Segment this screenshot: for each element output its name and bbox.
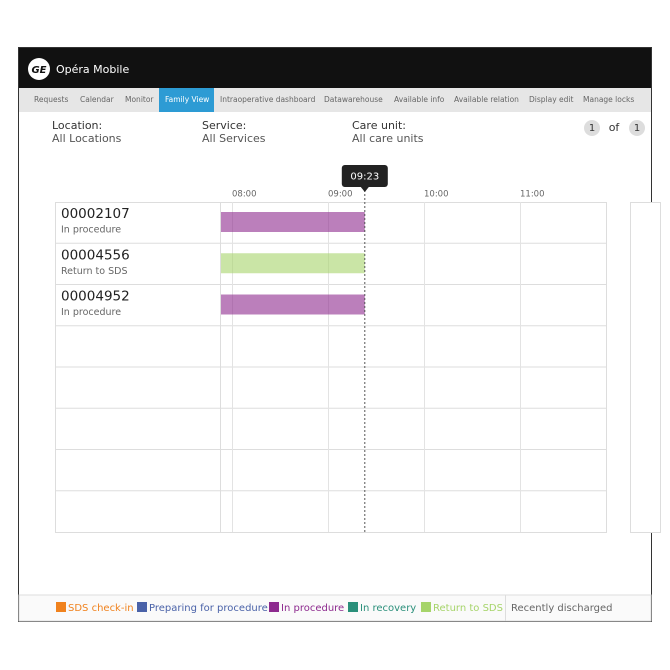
pager-badge: [629, 120, 645, 136]
recently-discharged[interactable]: Recently discharged: [511, 603, 613, 614]
logo-text: GE: [31, 65, 46, 76]
filter-value[interactable]: All Locations: [52, 132, 122, 145]
current-time: 09:23: [350, 172, 379, 183]
patient-status: In procedure: [61, 307, 121, 318]
nav-tab[interactable]: Monitor: [125, 95, 154, 104]
hour-label: 08:00: [232, 190, 257, 200]
nav-tab-active: [159, 88, 214, 112]
legend-swatch: [348, 602, 358, 612]
pager-current: 1: [589, 123, 595, 134]
hour-label: 09:00: [328, 190, 353, 200]
legend-label[interactable]: In recovery: [360, 603, 416, 614]
nav-tab[interactable]: Calendar: [80, 95, 115, 104]
patient-status: Return to SDS: [61, 266, 127, 277]
app-title: Opéra Mobile: [56, 63, 129, 76]
legend-label[interactable]: In procedure: [281, 603, 344, 614]
legend-bar: [18, 594, 652, 622]
filter-label: Service:: [202, 119, 246, 132]
legend-label[interactable]: Return to SDS: [433, 603, 503, 614]
header-bar: [19, 48, 651, 88]
patient-id[interactable]: 00002107: [61, 206, 130, 222]
nav-tab[interactable]: Available relation: [454, 95, 519, 104]
patient-id[interactable]: 00004556: [61, 247, 130, 263]
next-panel: [630, 202, 661, 533]
filter-value[interactable]: All care units: [352, 132, 424, 145]
patient-status: In procedure: [61, 225, 121, 236]
status-bar[interactable]: [221, 294, 365, 315]
nav-tab[interactable]: Intraoperative dashboard: [220, 95, 316, 104]
pager-of: of: [609, 121, 621, 134]
filter-label: Location:: [52, 119, 102, 132]
legend-swatch: [421, 602, 431, 612]
legend-swatch: [56, 602, 66, 612]
hour-label: 10:00: [424, 190, 449, 200]
time-tooltip: [341, 165, 388, 187]
legend-label[interactable]: SDS check-in: [68, 603, 134, 614]
patient-id[interactable]: 00004952: [61, 289, 130, 305]
tooltip-arrow: [360, 187, 369, 192]
status-bar[interactable]: [221, 212, 365, 232]
nav-bar: [19, 88, 651, 112]
nav-tab[interactable]: Available info: [394, 95, 445, 104]
nav-tab[interactable]: Requests: [34, 95, 68, 104]
filter-value[interactable]: All Services: [202, 132, 266, 145]
legend-swatch: [137, 602, 147, 612]
legend-swatch: [269, 602, 279, 612]
filter-label: Care unit:: [352, 119, 406, 132]
nav-tab[interactable]: Family View: [165, 95, 209, 104]
nav-tab[interactable]: Display edit: [529, 95, 573, 104]
legend-label[interactable]: Preparing for procedure: [149, 603, 268, 614]
logo: [28, 58, 50, 80]
status-bar[interactable]: [221, 253, 365, 274]
nav-tab[interactable]: Datawarehouse: [324, 95, 383, 104]
nav-tab[interactable]: Manage locks: [583, 95, 634, 104]
pager-badge: [584, 120, 600, 136]
hour-label: 11:00: [520, 190, 545, 200]
pager-total: 1: [634, 123, 640, 134]
